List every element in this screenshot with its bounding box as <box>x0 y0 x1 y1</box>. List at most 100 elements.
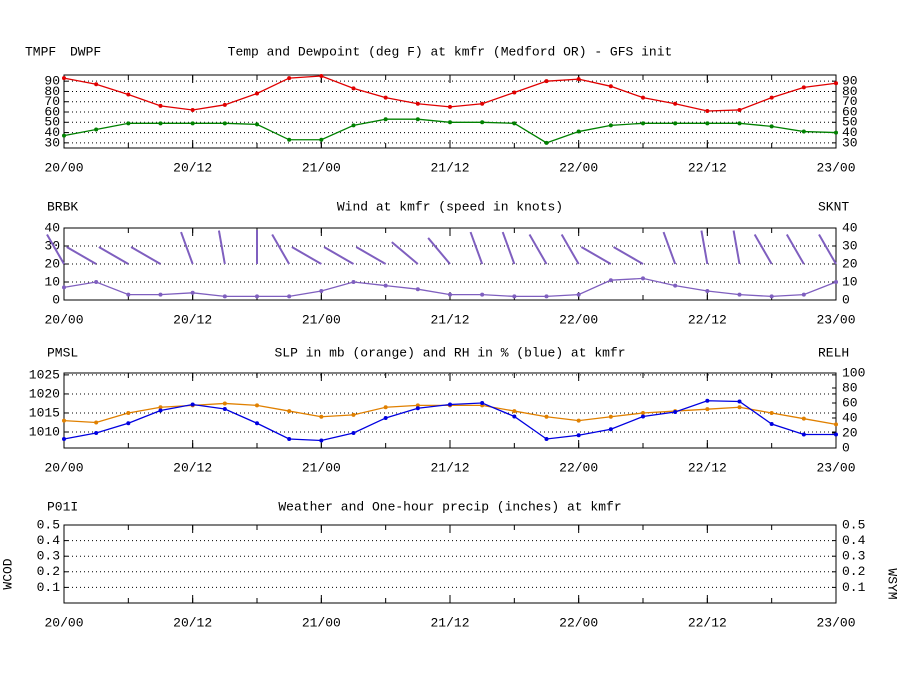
plot-frame <box>63 524 837 604</box>
data-point <box>737 292 742 297</box>
data-point <box>158 292 163 297</box>
data-point <box>769 294 774 299</box>
y-tick-label: 0.2 <box>37 564 60 579</box>
data-point <box>158 103 163 108</box>
wind-barb <box>323 246 355 265</box>
data-point <box>769 410 774 415</box>
x-tick-label: 22/00 <box>559 312 598 327</box>
x-tick-label: 20/12 <box>173 312 212 327</box>
data-point <box>319 289 324 293</box>
data-point <box>158 408 163 413</box>
data-point <box>448 402 452 407</box>
data-point <box>834 130 838 135</box>
data-point <box>673 121 678 126</box>
data-point <box>255 122 259 127</box>
y-tick-label: 0.3 <box>37 549 60 564</box>
wind-barb <box>427 237 451 265</box>
y-tick-label-right: 50 <box>842 115 858 130</box>
data-point <box>641 121 645 126</box>
y-tick-label: 0 <box>52 292 60 307</box>
data-point <box>158 121 163 126</box>
y-tick-label-right: 90 <box>842 74 858 89</box>
x-tick-label: 20/12 <box>173 160 212 175</box>
y-tick-label: 0.5 <box>37 517 60 532</box>
data-point <box>190 107 195 112</box>
wind-barb <box>66 246 97 265</box>
y2-tick-label: 40 <box>842 410 858 425</box>
data-point <box>222 401 227 406</box>
series-label: SKNT <box>818 199 849 214</box>
data-point <box>415 101 420 106</box>
data-point <box>512 121 517 126</box>
data-point <box>544 294 549 299</box>
wind-barb <box>355 246 387 265</box>
data-point <box>801 85 806 90</box>
wind-barb <box>98 246 129 265</box>
plot-frame <box>63 74 837 149</box>
y-tick-label-right: 0.3 <box>842 549 865 564</box>
x-tick-label: 22/00 <box>559 615 598 630</box>
x-tick-label: 22/12 <box>688 460 727 475</box>
data-point <box>576 77 581 82</box>
data-point <box>801 292 806 297</box>
x-tick-label: 22/12 <box>688 615 727 630</box>
wind-barb <box>501 231 516 265</box>
y-tick-label-right: 30 <box>842 238 858 253</box>
data-point <box>544 79 549 84</box>
data-point <box>705 108 710 113</box>
y-tick-label-right: 0.1 <box>842 580 866 595</box>
data-point <box>319 137 324 142</box>
data-point <box>834 81 838 86</box>
data-point <box>641 414 645 419</box>
data-point <box>801 129 806 134</box>
wind-barb <box>753 234 773 265</box>
x-tick-label: 23/00 <box>816 615 855 630</box>
y-tick-label-right: 30 <box>842 135 858 150</box>
y-tick-label: 1025 <box>29 367 60 382</box>
data-point <box>383 416 388 420</box>
data-point <box>190 290 195 295</box>
data-point <box>576 418 581 423</box>
x-tick-label: 23/00 <box>816 460 855 475</box>
data-point <box>62 285 66 290</box>
y-tick-label: 0.1 <box>37 580 61 595</box>
right-axis-label: WSYM <box>885 568 900 599</box>
data-point <box>94 127 99 132</box>
series-label: PMSL <box>47 345 78 360</box>
data-point <box>319 74 324 79</box>
data-point <box>222 294 227 299</box>
y-tick-label-right: 40 <box>842 125 858 140</box>
y-tick-label-right: 20 <box>842 256 858 271</box>
data-point <box>190 121 195 126</box>
wind-barb <box>613 246 644 265</box>
data-point <box>94 280 99 284</box>
x-tick-label: 21/00 <box>302 160 341 175</box>
x-tick-label: 20/12 <box>173 460 212 475</box>
data-point <box>287 409 292 414</box>
data-point <box>383 95 388 100</box>
data-point <box>480 292 485 297</box>
data-point <box>415 403 420 408</box>
data-point <box>351 412 356 417</box>
wind-barb <box>217 230 226 265</box>
data-point <box>834 280 838 284</box>
data-point <box>641 410 645 415</box>
plot-frame <box>63 372 837 449</box>
wind-barb <box>391 241 419 265</box>
data-point <box>62 133 66 138</box>
wind-barb <box>528 234 548 265</box>
y2-tick-label: 80 <box>842 380 858 395</box>
x-tick-label: 22/12 <box>688 312 727 327</box>
series-label: RELH <box>818 345 849 360</box>
data-point <box>222 102 227 107</box>
data-point <box>383 283 388 288</box>
panel-title: Wind at kmfr (speed in knots) <box>337 199 563 214</box>
data-point <box>705 289 710 293</box>
data-point <box>576 433 581 438</box>
data-point <box>834 432 838 437</box>
data-point <box>512 294 517 299</box>
series-label: DWPF <box>70 44 101 59</box>
wind-barb <box>818 234 837 265</box>
data-point <box>737 399 742 404</box>
